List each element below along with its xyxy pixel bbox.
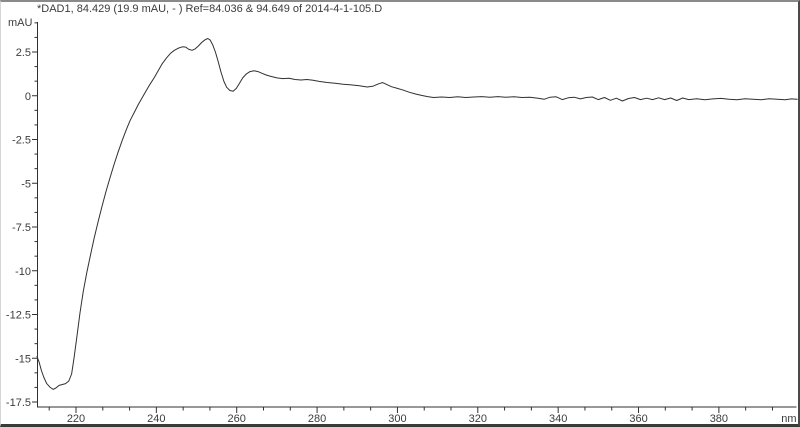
y-tick-label: -17.5 <box>6 397 31 409</box>
x-axis-unit-label: nm <box>781 413 796 425</box>
x-tick-label: 260 <box>228 413 246 425</box>
y-tick-label: 2.5 <box>16 47 31 59</box>
spectrum-title: *DAD1, 84.429 (19.9 mAU, - ) Ref=84.036 … <box>37 3 383 15</box>
x-tick-label: 340 <box>549 413 567 425</box>
x-tick-label: 380 <box>710 413 728 425</box>
x-tick-label: 220 <box>67 413 85 425</box>
x-tick-label: 320 <box>469 413 487 425</box>
x-tick-label: 300 <box>388 413 406 425</box>
y-tick-label: -5 <box>21 178 31 190</box>
x-tick-label: 360 <box>629 413 647 425</box>
y-tick-label: -2.5 <box>12 135 31 147</box>
y-tick-label: -10 <box>15 266 31 278</box>
y-tick-label: -15 <box>15 353 31 365</box>
axis-lines <box>37 22 797 408</box>
x-tick-label: 280 <box>308 413 326 425</box>
y-tick-label: -12.5 <box>6 310 31 322</box>
x-tick-label: 240 <box>147 413 165 425</box>
y-axis-unit-label: mAU <box>8 17 33 29</box>
y-tick-label: 0 <box>25 91 31 103</box>
spectrum-trace <box>36 38 798 390</box>
y-tick-label: -7.5 <box>12 222 31 234</box>
